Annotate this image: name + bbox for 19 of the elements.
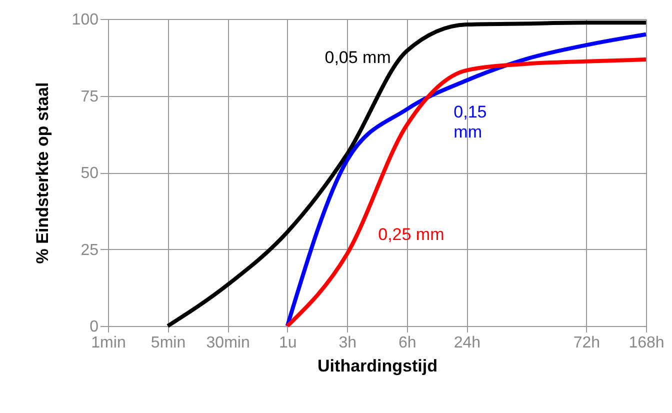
x-tick-label: 72h: [573, 334, 600, 352]
x-tick-label: 30min: [206, 334, 250, 352]
series-label: 0,15 mm: [454, 102, 487, 142]
x-tick-label: 5min: [150, 334, 186, 352]
x-tick-label: 1u: [278, 334, 297, 352]
y-tick-label: 25: [80, 242, 99, 259]
x-tick-label: 168h: [628, 334, 664, 352]
series-label: 0,25 mm: [378, 224, 444, 244]
series-label: 0,05 mm: [324, 48, 391, 67]
y-tick-label: 75: [80, 88, 99, 106]
x-axis-title: Uithardingstijd: [318, 356, 438, 376]
x-tick-label: 24h: [454, 334, 481, 352]
x-tick-label: 6h: [398, 334, 416, 352]
x-tick-label: 1min: [91, 334, 126, 352]
x-tick-label: 3h: [338, 334, 357, 352]
y-tick-label: 0: [90, 318, 99, 336]
y-axis-title: % Eindsterkte op staal: [32, 82, 52, 264]
y-tick-label: 100: [72, 12, 99, 28]
y-tick-label: 50: [80, 165, 99, 182]
